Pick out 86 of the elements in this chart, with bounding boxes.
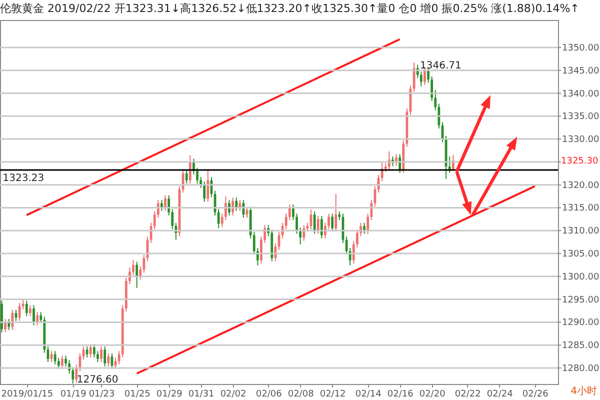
candlestick bbox=[89, 344, 92, 358]
candlestick bbox=[420, 71, 422, 87]
y-tick-label: 1290.00 bbox=[562, 318, 600, 328]
candlestick bbox=[60, 355, 64, 370]
candlestick bbox=[185, 170, 188, 184]
x-tick-label: 02/26 bbox=[522, 390, 549, 400]
candlestick bbox=[274, 242, 277, 262]
candlestick bbox=[36, 312, 39, 326]
candlestick bbox=[232, 197, 234, 216]
y-tick-label: 1310.00 bbox=[562, 226, 600, 237]
x-tick-label: 01/25 bbox=[124, 390, 150, 400]
annotation: 1346.71 bbox=[420, 60, 462, 72]
x-tick-label: 02/12 bbox=[320, 390, 346, 400]
candlestick bbox=[100, 346, 102, 363]
candlestick bbox=[235, 197, 238, 212]
annotation: 1276.60 bbox=[76, 374, 118, 386]
candlestick bbox=[292, 204, 294, 221]
x-tick-label: 02/14 bbox=[355, 390, 382, 400]
y-tick-label: 1305.00 bbox=[562, 250, 600, 260]
x-tick-label: 02/24 bbox=[486, 390, 514, 400]
x-tick-label: 2019/01/15 bbox=[1, 390, 54, 400]
x-tick-label: 02/08 bbox=[288, 390, 314, 400]
x-tick-label: 01/29 bbox=[156, 390, 183, 400]
y-tick-label: 1320.00 bbox=[562, 180, 600, 191]
candlestick bbox=[8, 318, 10, 330]
y-tick-label: 1300.00 bbox=[562, 272, 600, 282]
candlestick bbox=[217, 208, 220, 229]
candlestick bbox=[29, 304, 32, 317]
candlestick bbox=[50, 350, 53, 363]
candlestick bbox=[136, 261, 138, 288]
candlestick bbox=[32, 304, 35, 326]
candlestick bbox=[448, 156, 451, 174]
candlestick bbox=[328, 213, 330, 230]
candlestick bbox=[92, 344, 96, 358]
y-tick-label: 1295.00 bbox=[562, 295, 600, 306]
text: 1325.30 bbox=[561, 156, 598, 167]
candlestick bbox=[334, 193, 338, 232]
x-tick-label: 02/02 bbox=[220, 390, 246, 400]
y-tick-label: 1280.00 bbox=[562, 364, 600, 374]
y-tick-label: 1340.00 bbox=[562, 89, 600, 100]
candlestick bbox=[22, 298, 24, 310]
y-tick-label: 1330.00 bbox=[562, 135, 600, 146]
candlestick bbox=[331, 213, 334, 232]
candlestick bbox=[188, 154, 192, 184]
x-tick-label: 02/22 bbox=[454, 390, 481, 400]
candlestick bbox=[203, 181, 206, 202]
y-tick-label: 1315.00 bbox=[562, 204, 600, 214]
candlestick bbox=[196, 167, 198, 184]
x-tick-label: 01/31 bbox=[188, 390, 214, 400]
text: 4小时 bbox=[570, 384, 597, 398]
candlestick bbox=[164, 194, 166, 212]
x-tick-label: 02/06 bbox=[256, 390, 282, 400]
y-tick-label: 1285.00 bbox=[562, 341, 600, 352]
candlestick bbox=[260, 236, 262, 264]
candlestick bbox=[11, 309, 14, 330]
candlestick bbox=[348, 248, 352, 266]
x-tick-label: 02/16 bbox=[387, 390, 414, 400]
candlestick bbox=[75, 364, 78, 384]
x-tick-label: 01/23 bbox=[88, 390, 115, 400]
y-tick-label: 1350.00 bbox=[562, 43, 600, 54]
y-tick-label: 1335.00 bbox=[562, 112, 600, 122]
candlestick bbox=[107, 352, 110, 368]
y-tick-label: 1345.00 bbox=[562, 66, 600, 76]
candlestick bbox=[54, 350, 56, 365]
candlestick bbox=[57, 357, 60, 370]
x-tick-label: 01/19 bbox=[60, 390, 87, 400]
x-tick-label: 02/20 bbox=[419, 390, 446, 400]
candlestick bbox=[25, 300, 28, 317]
candlestick bbox=[86, 346, 88, 358]
candlestick bbox=[316, 215, 320, 234]
candlestick bbox=[296, 213, 298, 234]
candlestick bbox=[412, 62, 416, 92]
candlestick bbox=[206, 170, 210, 202]
candlestick bbox=[4, 318, 7, 333]
candlestick bbox=[160, 199, 163, 212]
candlestick bbox=[320, 215, 323, 239]
candlestick bbox=[238, 199, 242, 212]
candlestick bbox=[224, 196, 227, 221]
candlestick bbox=[363, 222, 366, 234]
chart-title: 伦敦黄金 2019/02/22 开1323.31↓高1326.52↓低1323.20↑收1325.30↑量0 仓0 增0 振0.25% 涨(1.88)0.14%↑ bbox=[0, 2, 580, 15]
ref-line-label: 1323.23 bbox=[2, 173, 44, 184]
candlestick bbox=[104, 346, 106, 368]
candlestick bbox=[264, 224, 266, 244]
candlestick bbox=[132, 259, 134, 276]
candlestick bbox=[96, 350, 99, 363]
candlestick bbox=[64, 355, 67, 368]
